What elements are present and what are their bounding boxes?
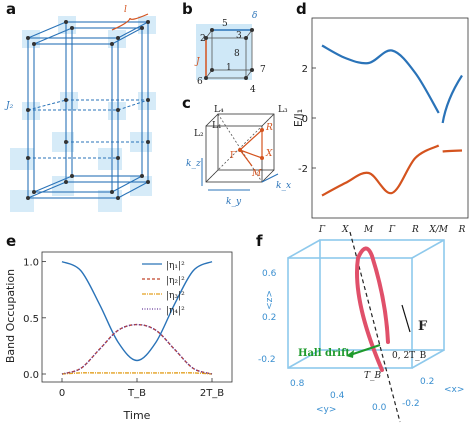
axis-kx: k_x — [276, 181, 291, 191]
site-1: 1 — [226, 63, 232, 73]
panel-f-label: f — [256, 232, 263, 250]
panel-e-ytick: 0.5 — [23, 314, 39, 325]
panel-d-xtick: Γ — [318, 225, 326, 235]
hall-drift-arrow — [349, 343, 381, 357]
panel-e-xtick: 0 — [59, 388, 65, 399]
eta4-line — [61, 323, 213, 375]
x-tick-1: -0.2 — [402, 399, 420, 409]
y-tick-1: 0.4 — [330, 391, 345, 401]
legend-eta1: |η₁|² — [166, 261, 185, 271]
panel-a-label: a — [6, 0, 16, 18]
panel-e-xtick: T_B — [127, 388, 146, 399]
eta2-line — [61, 323, 213, 375]
trajectory-curve — [355, 246, 390, 372]
point-L3: L₃ — [278, 105, 288, 115]
y-tick-0: 0.8 — [290, 379, 305, 389]
panel-a-lattice — [10, 13, 156, 212]
panel-d-xtick: R — [458, 225, 466, 235]
panel-d-ytick: 2 — [302, 64, 308, 75]
band-1-tail — [441, 74, 463, 124]
point-L2: L₂ — [194, 129, 204, 139]
panel-e-xtick: 2T_B — [200, 388, 224, 399]
panel-d-band-structure: Γ X M Γ R X/M R 2 0 -2 — [298, 17, 469, 235]
band-2-line — [321, 144, 440, 197]
panel-b-label: b — [182, 0, 193, 18]
panel-f-trajectory-cube — [287, 231, 445, 423]
panel-d-xtick: X/M — [428, 225, 448, 235]
point-M: M — [251, 169, 262, 179]
axis-ky: k_y — [226, 197, 242, 207]
panel-f-TB: T_B — [364, 371, 382, 381]
panel-e-label: e — [6, 232, 16, 250]
panel-d-xtick: X — [341, 225, 349, 235]
panel-d-label: d — [296, 0, 307, 18]
eta1-line — [61, 260, 213, 362]
panel-c-label: c — [182, 94, 191, 112]
legend-eta4: |η₄|² — [166, 306, 185, 316]
point-R: R — [265, 123, 273, 133]
panel-e-ytick: 0.0 — [23, 370, 39, 381]
panel-e-ylabel: Band Occupation — [4, 269, 17, 363]
site-6: 6 — [197, 77, 203, 87]
z-tick-1: 0.2 — [262, 313, 276, 323]
site-3: 3 — [236, 31, 242, 41]
field-direction-line — [349, 231, 401, 423]
panel-f-x-axis: <x> — [444, 385, 464, 395]
panel-d-ytick: 0 — [302, 114, 308, 125]
panel-e-ytick: 1.0 — [23, 258, 39, 269]
panel-d-xtick: Γ — [388, 225, 396, 235]
force-arrow — [401, 304, 411, 333]
panel-e-legend: |η₁|² |η₂|² |η₃|² |η₄|² — [142, 261, 185, 316]
point-L4: L₄ — [214, 105, 224, 115]
panel-b-delta: δ — [252, 11, 257, 21]
site-8: 8 — [234, 49, 240, 59]
site-2: 2 — [200, 34, 206, 44]
panel-b-unit-cell — [196, 24, 254, 80]
x-tick-0: 0.2 — [420, 377, 434, 387]
panel-f-y-axis: <y> — [316, 405, 336, 415]
panel-e-xlabel: Time — [123, 409, 151, 422]
band-1-line — [321, 44, 440, 114]
site-4: 4 — [250, 85, 256, 95]
panel-b-J: J — [194, 57, 201, 67]
panel-d-xtick: R — [411, 225, 419, 235]
panel-e-axes-frame — [41, 251, 233, 383]
panel-f-F: F — [418, 319, 428, 334]
panel-d-xtick: M — [363, 225, 374, 235]
panel-a-l-label: l — [124, 5, 127, 15]
legend-eta2: |η₂|² — [166, 276, 185, 286]
z-tick-2: -0.2 — [258, 355, 276, 365]
point-X: X — [265, 149, 273, 159]
panel-f-z-axis: <z> — [265, 290, 275, 310]
y-tick-2: 0.0 — [372, 403, 387, 413]
panel-e-band-occupation: 0 T_B 2T_B 1.0 0.5 0.0 |η₁|² |η₂|² |η₃|² |η₄… — [23, 251, 233, 399]
panel-d-ytick: -2 — [298, 164, 308, 175]
panel-f-hall-drift: Hall drift — [298, 348, 350, 359]
point-Gamma: Γ — [230, 151, 236, 161]
site-7: 7 — [260, 65, 266, 75]
band-2-tail — [442, 149, 463, 153]
z-tick-0: 0.6 — [262, 269, 277, 279]
axis-kz: k_z — [186, 159, 201, 169]
eta3-line — [61, 372, 213, 375]
legend-eta3: |η₃|² — [166, 291, 185, 301]
panel-a-J2-label: J₂ — [4, 101, 14, 111]
panel-c-brillouin-zone — [201, 113, 279, 191]
panel-f-zero: 0, 2T_B — [392, 351, 427, 361]
site-5: 5 — [222, 19, 228, 29]
point-L1: L₁ — [212, 121, 222, 131]
panel-d-ylabel: E/J₁ — [292, 109, 305, 127]
